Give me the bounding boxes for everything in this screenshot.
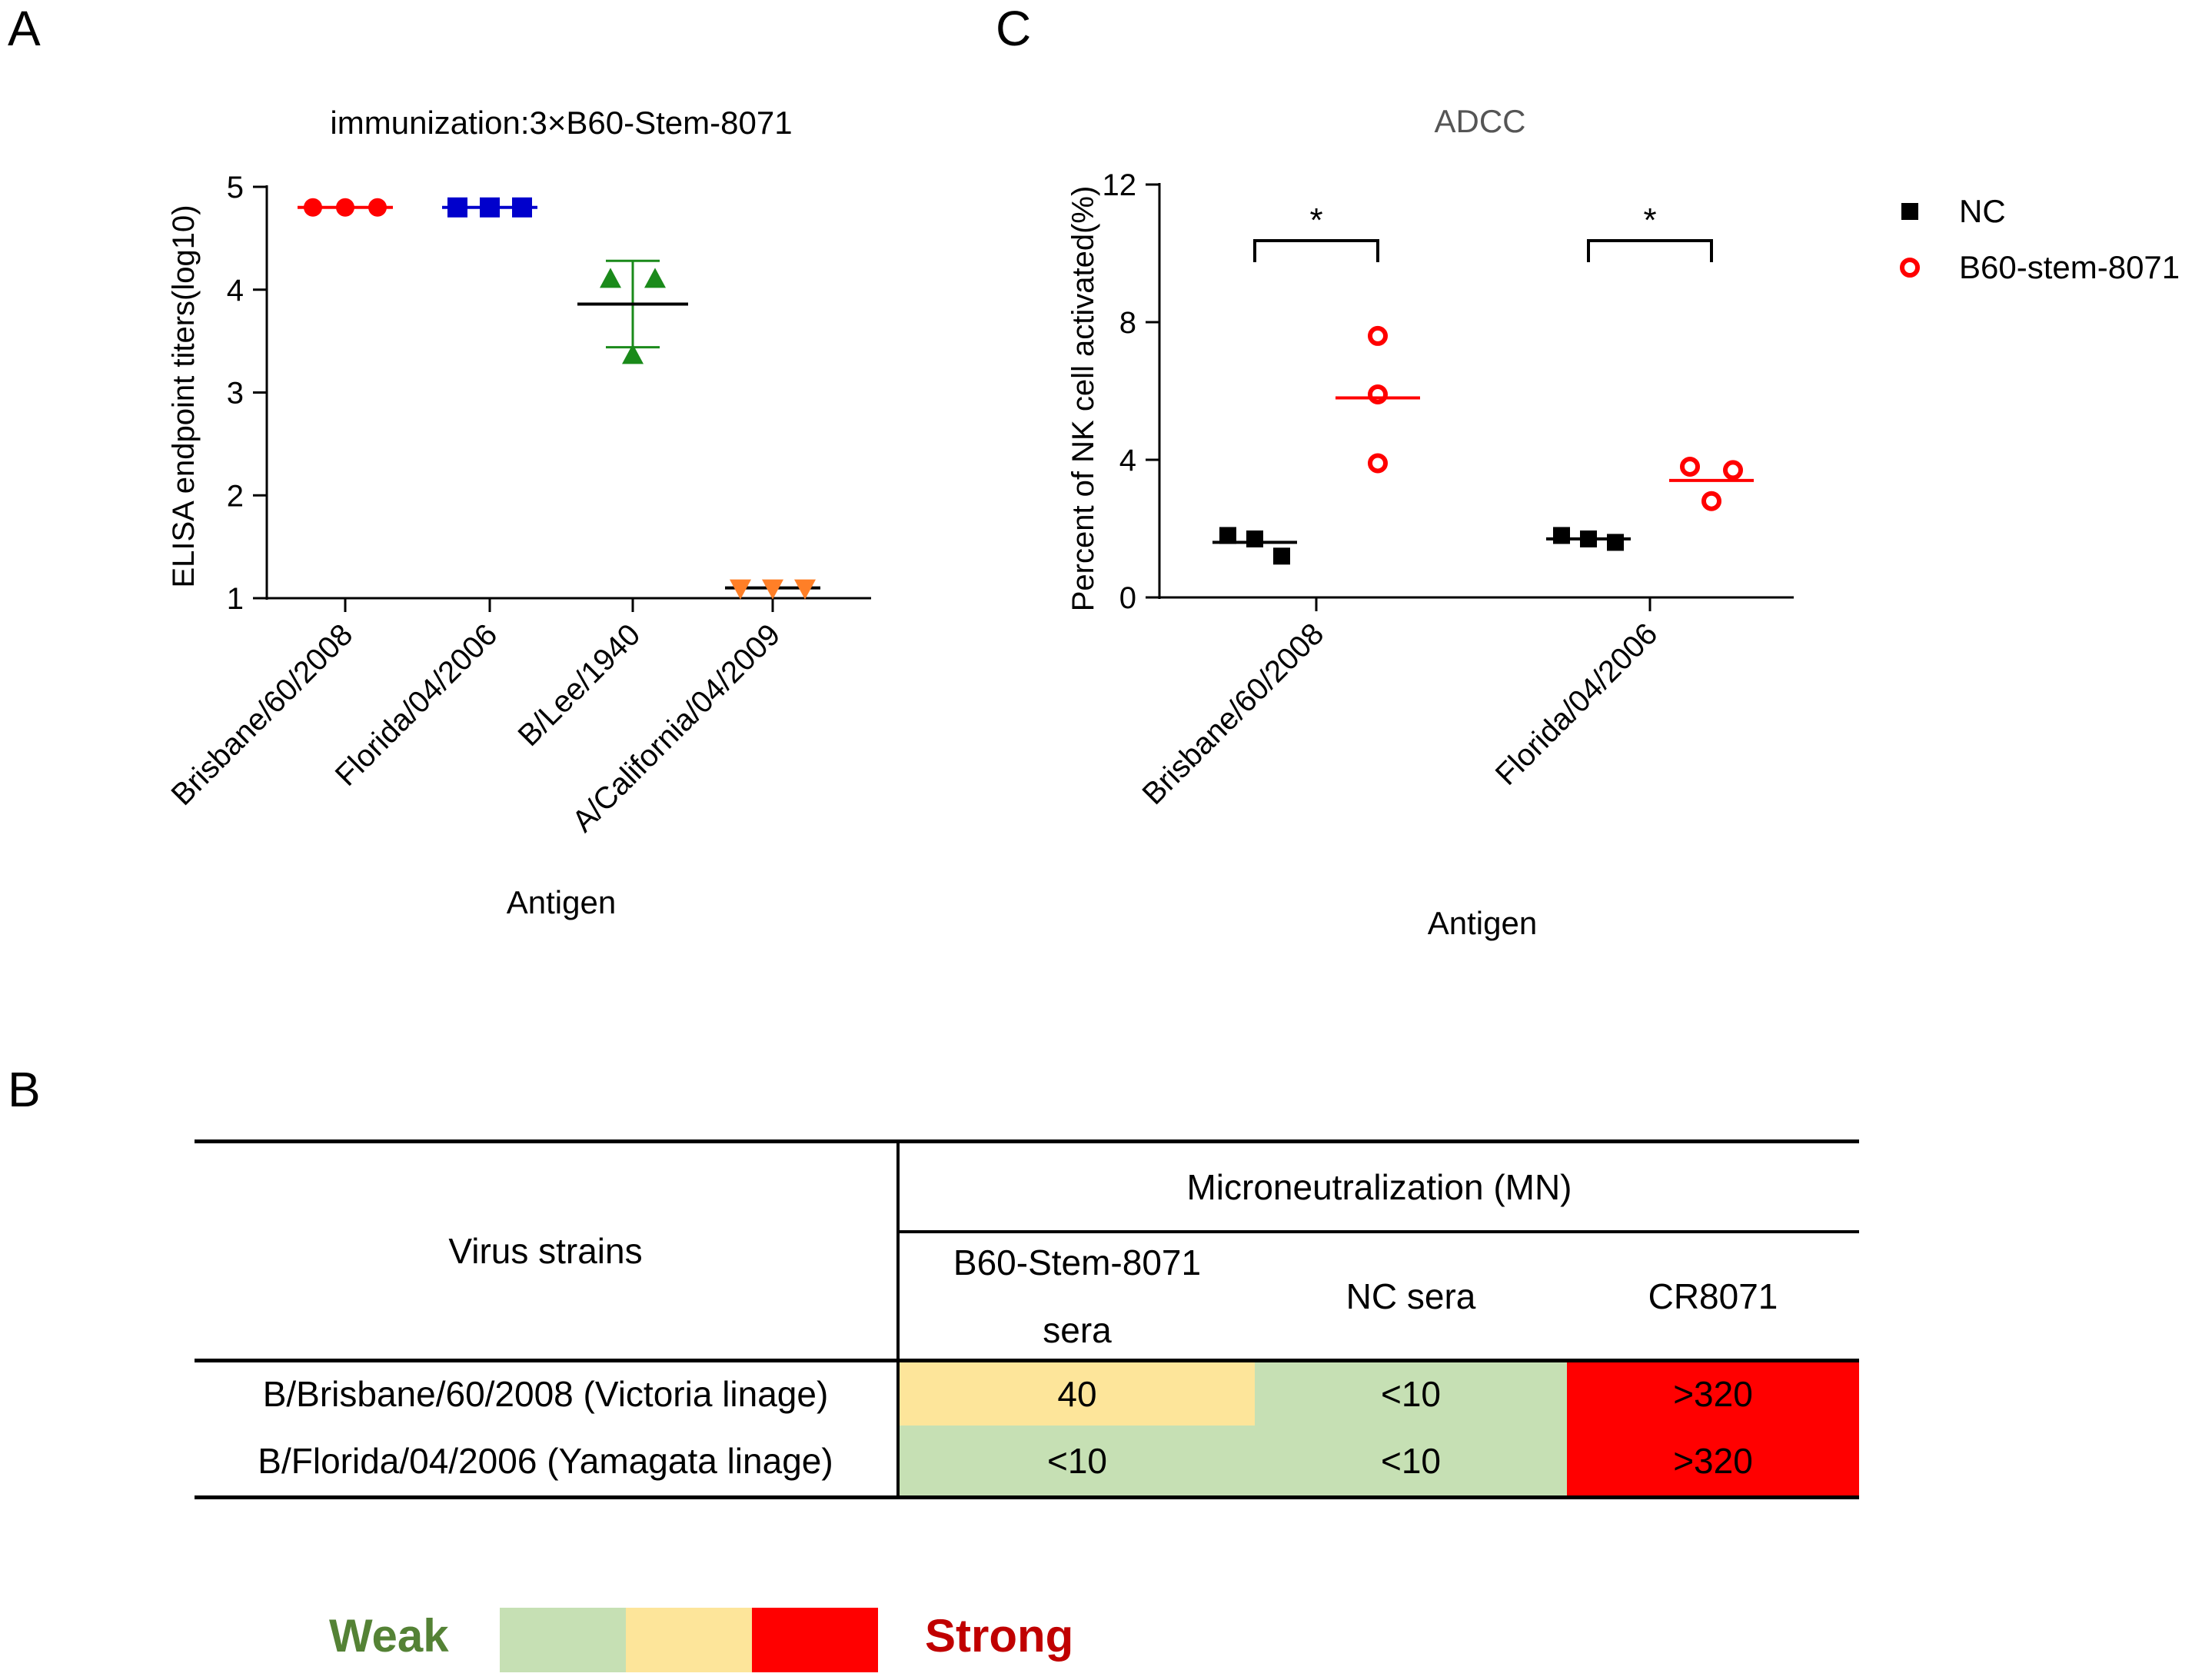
scale-box-medium [626, 1608, 752, 1672]
row-2-strain: B/Florida/04/2006 (Yamagata linage) [258, 1440, 833, 1481]
chart-c-point [1701, 491, 1721, 511]
column-header-b60: B60-Stem-8071 sera [900, 1233, 1255, 1359]
chart-c-y-tick-label: 8 [1119, 306, 1136, 340]
chart-c-significance-bracket [1253, 239, 1379, 262]
chart-c-significance-label: * [1643, 201, 1656, 239]
chart-c-title: ADCC [1434, 103, 1525, 139]
chart-a-y-tick-label: 1 [227, 582, 244, 616]
chart-a-y-tick-label: 3 [227, 377, 244, 411]
chart-a-y-tick-label: 4 [227, 274, 244, 308]
scale-weak-label: Weak [329, 1610, 449, 1662]
scale-strong-label: Strong [925, 1610, 1074, 1662]
chart-a-y-tick-label: 2 [227, 479, 244, 513]
chart-c-legend-marker-nc [1901, 203, 1918, 220]
chart-a-point [336, 198, 354, 217]
row-2-b60-value: <10 [900, 1426, 1255, 1495]
chart-c-point [1607, 534, 1624, 551]
row-2-nc-value: <10 [1255, 1426, 1567, 1495]
chart-c-point [1368, 325, 1388, 346]
chart-a-point [368, 198, 387, 217]
chart-a-point [762, 579, 783, 600]
panel-label-b: B [8, 1062, 41, 1117]
column-header-b60-line2: sera [1043, 1309, 1112, 1350]
row-1-b60-value: 40 [900, 1362, 1255, 1426]
group-header: Microneutralization (MN) [1186, 1166, 1572, 1207]
table-divider [896, 1139, 900, 1499]
mn-table: Virus strains Microneutralization (MN) B… [195, 1139, 1859, 1499]
column-header-nc: NC sera [1345, 1276, 1476, 1316]
chart-c-legend-label-nc: NC [1959, 193, 2006, 229]
column-header-cr8071: CR8071 [1648, 1276, 1778, 1316]
chart-a-point [622, 344, 644, 364]
chart-c-significance-label: * [1309, 201, 1322, 239]
chart-a-x-label: Antigen [507, 884, 616, 920]
chart-c-y-label: Percent of NK cell activated(%) [1066, 186, 1100, 612]
column-header-b60-line1: B60-Stem-8071 [953, 1242, 1202, 1282]
chart-c-legend-label-b60: B60-stem-8071 [1959, 249, 2180, 285]
chart-a-title: immunization:3×B60-Stem-8071 [330, 105, 792, 141]
table-top-rule [195, 1139, 1859, 1143]
chart-c-y-tick-label: 4 [1119, 444, 1136, 477]
chart-c-point [1368, 453, 1388, 474]
chart-c-point [1273, 547, 1290, 565]
chart-c-point [1680, 456, 1700, 477]
chart-c-legend-marker-b60 [1900, 258, 1920, 278]
chart-c-point [1246, 530, 1263, 547]
chart-c-point [1553, 527, 1570, 544]
chart-a-y-tick-label: 5 [227, 171, 244, 205]
scale-box-strong [752, 1608, 878, 1672]
table-group-rule [898, 1230, 1859, 1233]
chart-a-point [512, 197, 532, 218]
chart-a-point [304, 198, 322, 217]
chart-c-significance-bracket [1587, 239, 1713, 262]
table-header-rule [195, 1359, 1859, 1362]
chart-c-y-tick-label: 0 [1119, 581, 1136, 615]
row-2-cr8071-value: >320 [1567, 1426, 1859, 1495]
chart-a-y-label: ELISA endpoint titers(log10) [167, 205, 201, 587]
chart-c-point [1580, 530, 1597, 547]
row-1-strain: B/Brisbane/60/2008 (Victoria linage) [262, 1374, 829, 1414]
chart-a-point [447, 197, 467, 218]
chart-a-point [644, 268, 666, 288]
chart-c-point [1368, 384, 1388, 404]
panel-a-chart: immunization:3×B60-Stem-8071 1 2 3 4 5 ELISA e… [165, 105, 871, 920]
chart-a-point [480, 197, 500, 218]
chart-a-point [730, 579, 751, 600]
chart-a-point [600, 268, 621, 288]
row-header: Virus strains [448, 1231, 643, 1271]
chart-c-x-tick-label: Brisbane/60/2008 [1136, 617, 1331, 811]
chart-c-y-tick-label: 12 [1103, 168, 1137, 202]
scale-box-weak [500, 1608, 626, 1672]
chart-c-x-label: Antigen [1428, 905, 1537, 941]
row-1-nc-value: <10 [1255, 1362, 1567, 1426]
chart-c-x-tick-label: Florida/04/2006 [1489, 617, 1665, 792]
chart-a-point [794, 579, 816, 600]
row-1-cr8071-value: >320 [1567, 1362, 1859, 1426]
panel-label-c: C [996, 1, 1032, 56]
panel-label-a: A [8, 1, 41, 56]
table-bottom-rule [195, 1495, 1859, 1499]
chart-c-point [1219, 527, 1236, 544]
chart-c-point [1723, 460, 1743, 481]
